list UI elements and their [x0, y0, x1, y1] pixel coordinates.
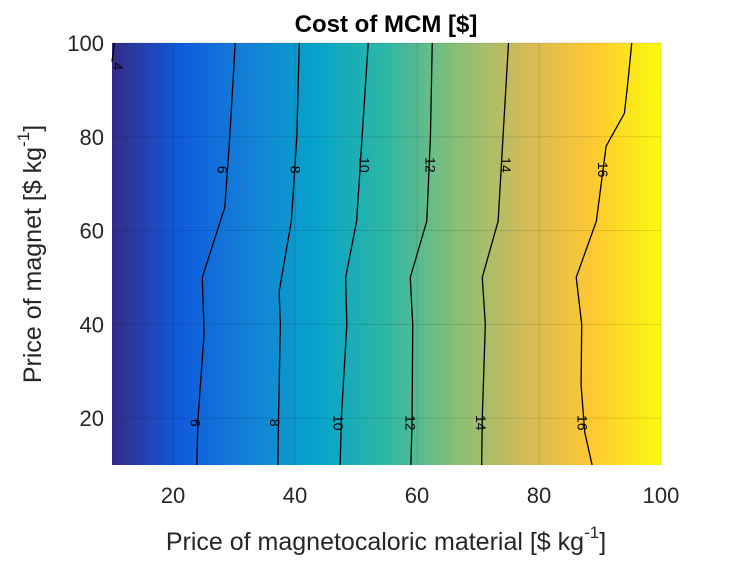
contour-label-16: 16: [574, 415, 590, 431]
contour-label-8: 8: [288, 166, 304, 174]
y-axis-label-main: Price of magnet [$ kg: [19, 147, 47, 383]
y-tick-label: 80: [80, 125, 104, 150]
y-tick-label: 60: [80, 219, 104, 244]
contour-label-8: 8: [267, 419, 283, 427]
chart-title: Cost of MCM [$]: [295, 11, 478, 38]
contour-labels: 4 6 6 8 8 10 10 12 12 14 14 16 16: [110, 63, 611, 431]
contour-label-16: 16: [595, 162, 611, 178]
y-axis-label-end: ]: [19, 125, 47, 132]
contour-label-14: 14: [498, 157, 514, 173]
x-tick-label: 100: [643, 483, 680, 508]
y-tick-label: 20: [80, 406, 104, 431]
x-tick-label: 60: [405, 483, 429, 508]
contour-label-4: 4: [110, 63, 126, 71]
contour-line-10: [339, 42, 369, 466]
heatmap-field: [112, 43, 661, 465]
contour-label-6: 6: [214, 166, 230, 174]
x-axis-label-end: ]: [599, 528, 606, 556]
x-axis-label: Price of magnetocaloric material [$ kg-1…: [166, 523, 606, 556]
x-tick-label: 40: [283, 483, 307, 508]
y-axis-label-sup: -1: [14, 132, 33, 147]
contour-lines: [111, 42, 633, 466]
contour-line-8: [277, 42, 300, 466]
y-tick-label: 100: [67, 31, 104, 56]
contour-line-14: [481, 42, 510, 466]
x-axis-label-main: Price of magnetocaloric material [$ kg: [166, 528, 584, 556]
y-tick-label: 40: [80, 312, 104, 337]
contour-label-12: 12: [422, 157, 438, 173]
contour-line-16: [575, 42, 633, 466]
contour-label-6: 6: [188, 419, 204, 427]
contour-label-14: 14: [473, 415, 489, 431]
x-tick-label: 80: [527, 483, 551, 508]
contour-line-12: [409, 42, 433, 466]
y-axis-label: Price of magnet [$ kg-1]: [14, 125, 47, 383]
contour-label-10: 10: [330, 415, 346, 431]
x-tick-labels: 20 40 60 80 100: [161, 483, 680, 508]
x-axis-label-sup: -1: [584, 523, 599, 542]
contour-label-10: 10: [357, 157, 373, 173]
contour-line-6: [196, 42, 236, 466]
contour-line-4: [111, 42, 116, 62]
contour-label-12: 12: [402, 415, 418, 431]
x-tick-label: 20: [161, 483, 185, 508]
y-tick-labels: 20 40 60 80 100: [67, 31, 104, 431]
